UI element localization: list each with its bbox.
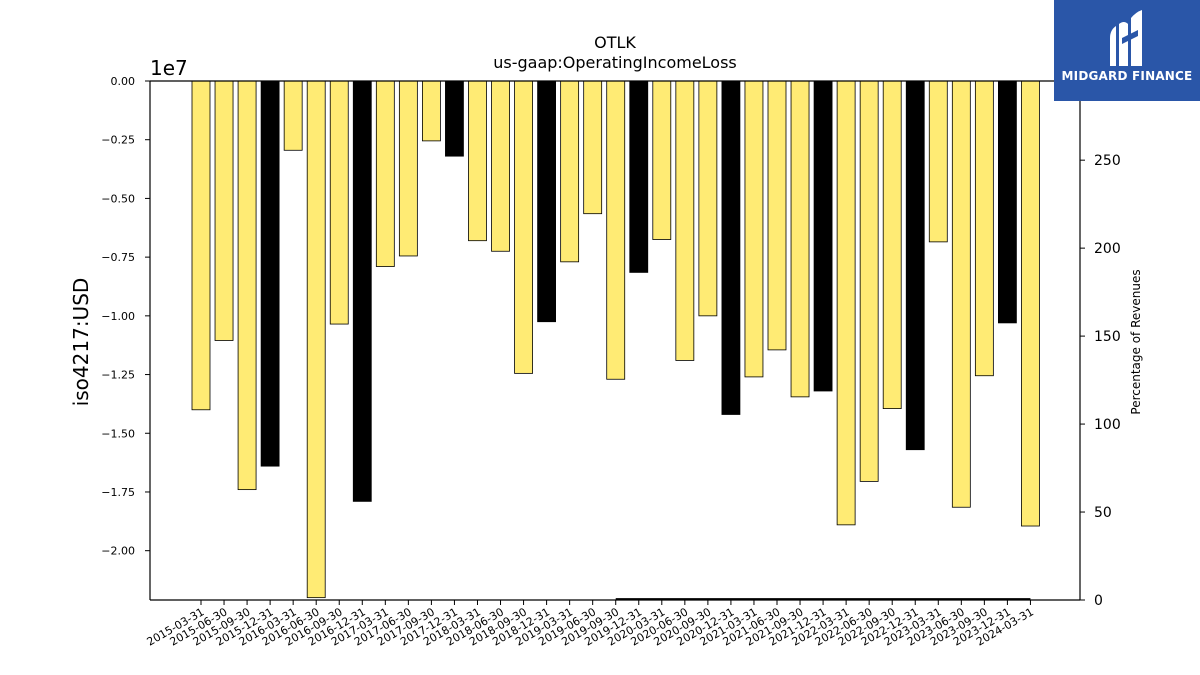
bar-2017-09-30 [421, 80, 441, 142]
bar-2024-03-31 [1021, 80, 1040, 527]
bar-2017-12-31 [445, 80, 464, 157]
y2-tick-label: 150 [1094, 329, 1121, 345]
bar-2022-09-30 [882, 80, 902, 410]
bar-2016-03-31 [283, 80, 303, 151]
bar-2020-06-30 [675, 80, 695, 361]
bar-2021-12-31 [813, 80, 833, 392]
y2-tick-label: 100 [1094, 417, 1121, 433]
y-tick-label: −1.25 [101, 369, 135, 382]
logo-text: MIDGARD FINANCE [1061, 69, 1193, 83]
bar-2020-09-30 [698, 80, 718, 317]
y-tick-label: −1.00 [101, 310, 135, 323]
bar-2018-06-30 [491, 80, 510, 252]
y-axis-label: iso4217:USD [69, 278, 93, 407]
bar-2016-09-30 [329, 80, 349, 325]
bar-2015-12-31 [260, 80, 280, 467]
midgard-logo-icon [1110, 10, 1142, 66]
y-tick-label: −2.00 [101, 545, 135, 558]
y-tick-label: 0.00 [111, 75, 136, 88]
bar-2020-03-31 [652, 80, 672, 240]
bar-2018-12-31 [537, 80, 556, 323]
bar-2023-12-31 [998, 80, 1017, 324]
y-tick-label: −0.50 [101, 192, 135, 205]
bar-2017-03-31 [375, 80, 395, 267]
y-tick-label: −1.75 [101, 486, 135, 499]
bar-2021-09-30 [790, 80, 810, 398]
bar-2018-03-31 [468, 80, 487, 242]
bar-2019-03-31 [560, 80, 580, 263]
bar-2015-06-30 [214, 80, 234, 341]
chart-title: OTLK [594, 33, 636, 52]
bar-2018-09-30 [514, 80, 533, 374]
bar-2022-06-30 [859, 80, 879, 482]
bar-2016-06-30 [306, 80, 326, 599]
chart-subtitle: us-gaap:OperatingIncomeLoss [493, 53, 737, 72]
bar-2019-12-31 [629, 80, 649, 273]
bar-2019-06-30 [583, 80, 603, 215]
y2-tick-label: 250 [1094, 153, 1121, 169]
bar-2021-03-31 [744, 80, 764, 378]
bars-group [191, 80, 1040, 599]
bar-2019-09-30 [606, 80, 626, 380]
bar-2023-06-30 [951, 80, 971, 508]
bar-2023-09-30 [974, 80, 994, 377]
y2-tick-label: 0 [1094, 593, 1103, 609]
y-tick-label: −1.50 [101, 427, 135, 440]
midgard-finance-logo: MIDGARD FINANCE [1054, 0, 1200, 101]
y2-axis-label: Percentage of Revenues [1129, 269, 1143, 414]
bar-2015-09-30 [237, 80, 257, 491]
y2-tick-label: 200 [1094, 241, 1121, 257]
axes-group: 0.00 −0.25 −0.50 −0.75 −1.00 −1.25 −1.50 −1.75 −… [101, 75, 1120, 649]
bar-2023-03-31 [928, 80, 948, 243]
bar-2017-06-30 [398, 80, 418, 257]
bar-2021-06-30 [767, 80, 787, 351]
bar-2015-03-31 [191, 80, 211, 411]
bar-2020-12-31 [721, 80, 741, 415]
bar-2016-12-31 [352, 80, 372, 502]
y-tick-label: −0.75 [101, 251, 135, 264]
y-offset-label: 1e7 [150, 56, 188, 80]
y-tick-label: −0.25 [101, 134, 135, 147]
y2-tick-label: 50 [1094, 505, 1112, 521]
bar-2022-12-31 [905, 80, 925, 451]
bar-2022-03-31 [836, 80, 856, 526]
